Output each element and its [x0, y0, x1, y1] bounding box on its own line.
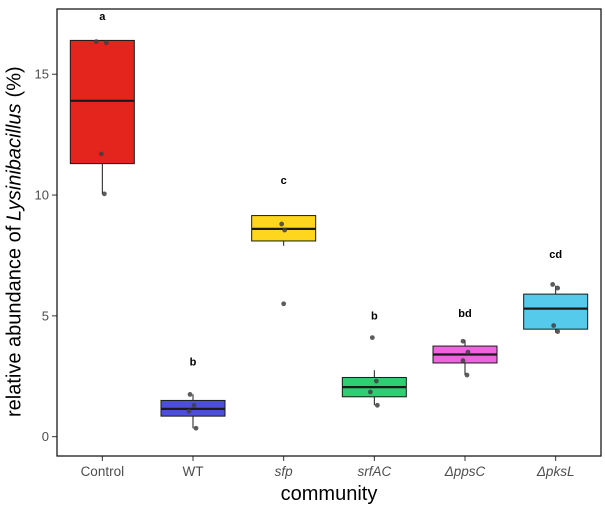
data-point [555, 285, 561, 291]
significance-letter: b [371, 310, 378, 322]
data-point [279, 221, 285, 227]
data-point [465, 349, 471, 355]
y-axis-tick-label: 15 [35, 67, 49, 82]
data-point [186, 408, 192, 414]
significance-letter: a [99, 11, 106, 23]
significance-letter: c [281, 175, 287, 187]
data-point [101, 191, 107, 197]
significance-letter: bd [458, 308, 471, 320]
data-point [369, 335, 375, 341]
data-point [373, 378, 379, 384]
data-point [367, 389, 373, 395]
data-point [551, 323, 557, 328]
data-point [460, 358, 466, 363]
x-axis-tick-label: sfp [275, 464, 294, 479]
data-point [103, 40, 109, 46]
data-point [282, 227, 288, 233]
x-axis-title: community [280, 483, 378, 505]
panel-border [56, 8, 602, 457]
x-axis-tick-label: Control [81, 464, 125, 479]
x-axis-tick-label: srfAC [357, 464, 391, 479]
data-point [187, 391, 193, 397]
x-axis-tick-label: ΔpksL [536, 464, 575, 479]
x-axis-tick-label: WT [183, 464, 204, 479]
data-point [374, 402, 380, 408]
data-point [555, 329, 561, 334]
data-point [191, 402, 197, 408]
significance-letter: b [190, 356, 197, 368]
x-axis-tick-label: ΔppsC [444, 464, 486, 479]
data-point [193, 425, 199, 431]
y-axis-tick-label: 5 [42, 308, 49, 323]
data-point [464, 372, 470, 378]
significance-letter: cd [549, 249, 562, 261]
data-point [460, 338, 466, 344]
data-point [550, 282, 556, 287]
box [69, 39, 135, 165]
box [523, 293, 589, 330]
data-point [93, 39, 99, 45]
data-point [281, 301, 287, 307]
y-axis-tick-label: 0 [42, 429, 49, 444]
y-axis-tick-label: 10 [35, 188, 49, 203]
data-point [98, 151, 104, 157]
